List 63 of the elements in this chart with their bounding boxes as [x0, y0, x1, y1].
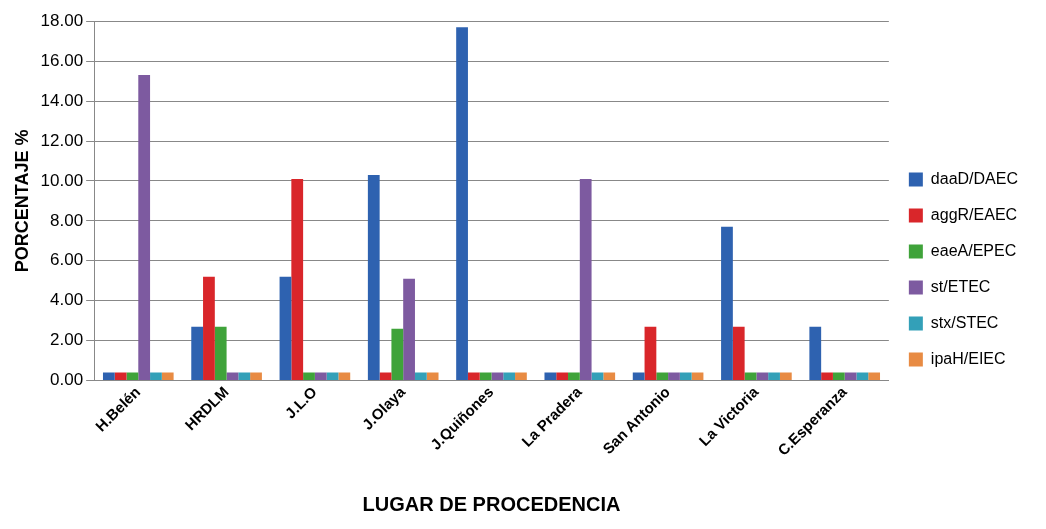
bar	[161, 372, 174, 381]
bar	[779, 372, 792, 381]
legend-label: stx/STEC	[930, 313, 999, 331]
bar	[114, 372, 127, 381]
bar	[403, 278, 415, 381]
y-tick-label: 18.00	[40, 10, 84, 30]
legend-label: eaeA/EPEC	[930, 241, 1017, 259]
bar	[367, 174, 380, 381]
bar	[721, 226, 733, 381]
bar	[809, 326, 822, 381]
bar	[338, 372, 351, 381]
bar	[314, 372, 327, 381]
y-tick-label: 14.00	[40, 90, 84, 110]
bar	[391, 328, 404, 381]
bar	[467, 372, 480, 381]
y-tick-label: 16.00	[40, 50, 84, 70]
bar	[579, 178, 592, 381]
bar	[150, 372, 162, 381]
bar	[214, 326, 227, 381]
y-tick-label: 8.00	[50, 210, 84, 230]
y-tick-label: 6.00	[50, 250, 84, 270]
bar	[491, 372, 504, 381]
y-tick-label: 4.00	[50, 290, 84, 310]
bar	[679, 372, 692, 381]
bar	[568, 372, 580, 381]
bar	[544, 372, 557, 381]
x-axis-title: LUGAR DE PROCEDENCIA	[362, 492, 621, 515]
y-tick-label: 0.00	[50, 370, 84, 390]
y-tick-label: 2.00	[50, 330, 84, 350]
bar	[856, 372, 869, 381]
y-axis-title: PORCENTAJE %	[11, 129, 32, 273]
bar	[656, 372, 669, 381]
bar	[603, 372, 616, 381]
bar	[414, 372, 427, 381]
bar	[732, 326, 745, 381]
legend-label: aggR/EAEC	[930, 205, 1018, 223]
bar	[515, 372, 527, 381]
bar	[138, 75, 151, 381]
bar	[250, 372, 262, 381]
bar	[668, 372, 680, 381]
bar	[291, 178, 304, 381]
y-tick-label: 10.00	[40, 170, 84, 190]
bar	[279, 276, 292, 381]
bar	[556, 372, 569, 381]
bar	[203, 276, 215, 381]
legend-label: st/ETEC	[930, 277, 991, 295]
legend-label: ipaH/EIEC	[930, 349, 1006, 367]
bar	[102, 372, 115, 381]
bar	[768, 372, 780, 381]
bar	[456, 27, 468, 381]
bar	[632, 372, 645, 381]
bar	[191, 326, 204, 381]
bar	[426, 372, 439, 381]
bar	[821, 372, 833, 381]
bar	[238, 372, 251, 381]
bar	[644, 326, 657, 381]
bar	[503, 372, 516, 381]
bar	[303, 372, 315, 381]
legend-label: daaD/DAEC	[930, 169, 1019, 187]
y-tick-label: 12.00	[40, 130, 84, 150]
bar	[868, 372, 881, 381]
bar	[756, 372, 769, 381]
bar	[832, 372, 845, 381]
